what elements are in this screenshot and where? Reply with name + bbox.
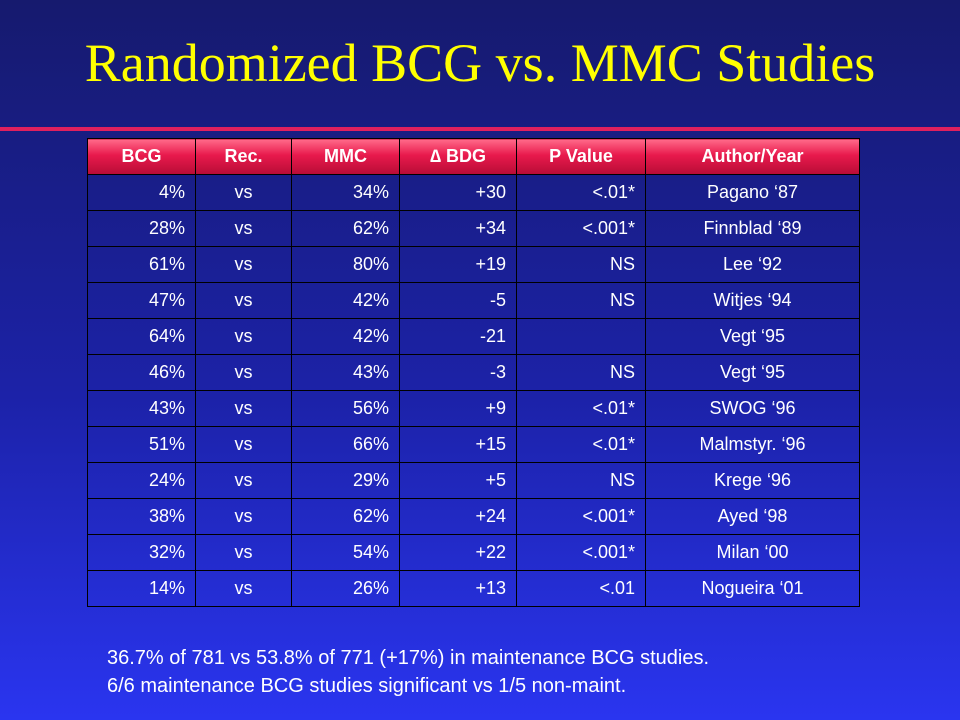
cell-delta: +19 (399, 246, 517, 283)
col-header-bcg: BCG (87, 138, 196, 175)
cell-rec: vs (195, 282, 292, 319)
cell-delta: -5 (399, 282, 517, 319)
cell-mmc: 54% (291, 534, 400, 571)
studies-table: BCG Rec. MMC ∆ BDG P Value Author/Year 4… (87, 138, 860, 607)
cell-delta: +5 (399, 462, 517, 499)
cell-mmc: 26% (291, 570, 400, 607)
cell-delta: +34 (399, 210, 517, 247)
cell-mmc: 29% (291, 462, 400, 499)
table-row: 32% vs 54% +22 <.001* Milan ‘00 (87, 534, 860, 571)
cell-delta: +24 (399, 498, 517, 535)
cell-mmc: 62% (291, 210, 400, 247)
table-row: 28% vs 62% +34 <.001* Finnblad ‘89 (87, 210, 860, 247)
cell-delta: -21 (399, 318, 517, 355)
cell-p-value: <.01* (516, 174, 646, 211)
cell-rec: vs (195, 246, 292, 283)
cell-bcg: 64% (87, 318, 196, 355)
table-row: 61% vs 80% +19 NS Lee ‘92 (87, 246, 860, 283)
cell-bcg: 46% (87, 354, 196, 391)
table-row: 14% vs 26% +13 <.01 Nogueira ‘01 (87, 570, 860, 607)
cell-rec: vs (195, 210, 292, 247)
cell-bcg: 47% (87, 282, 196, 319)
cell-bcg: 14% (87, 570, 196, 607)
cell-author-year: Pagano ‘87 (645, 174, 860, 211)
cell-p-value: <.01 (516, 570, 646, 607)
table-row: 51% vs 66% +15 <.01* Malmstyr. ‘96 (87, 426, 860, 463)
cell-bcg: 51% (87, 426, 196, 463)
table-row: 64% vs 42% -21 Vegt ‘95 (87, 318, 860, 355)
title-divider (0, 127, 960, 131)
cell-bcg: 61% (87, 246, 196, 283)
table-row: 46% vs 43% -3 NS Vegt ‘95 (87, 354, 860, 391)
cell-rec: vs (195, 318, 292, 355)
footnote-maintenance-rates: 36.7% of 781 vs 53.8% of 771 (+17%) in m… (107, 647, 710, 669)
cell-bcg: 38% (87, 498, 196, 535)
cell-author-year: Nogueira ‘01 (645, 570, 860, 607)
cell-author-year: Malmstyr. ‘96 (645, 426, 860, 463)
cell-p-value: <.001* (516, 498, 646, 535)
cell-delta: -3 (399, 354, 517, 391)
cell-p-value: <.001* (516, 534, 646, 571)
cell-author-year: Milan ‘00 (645, 534, 860, 571)
cell-author-year: Lee ‘92 (645, 246, 860, 283)
cell-mmc: 80% (291, 246, 400, 283)
cell-mmc: 42% (291, 282, 400, 319)
cell-author-year: Finnblad ‘89 (645, 210, 860, 247)
cell-mmc: 42% (291, 318, 400, 355)
cell-p-value: NS (516, 462, 646, 499)
table-header-row: BCG Rec. MMC ∆ BDG P Value Author/Year (87, 138, 860, 175)
col-header-rec: Rec. (195, 138, 292, 175)
table-row: 47% vs 42% -5 NS Witjes ‘94 (87, 282, 860, 319)
cell-p-value: NS (516, 246, 646, 283)
table-row: 38% vs 62% +24 <.001* Ayed ‘98 (87, 498, 860, 535)
slide-title: Randomized BCG vs. MMC Studies (84, 33, 876, 93)
cell-rec: vs (195, 498, 292, 535)
cell-rec: vs (195, 390, 292, 427)
cell-p-value: NS (516, 282, 646, 319)
col-header-mmc: MMC (291, 138, 400, 175)
footnotes: 36.7% of 781 vs 53.8% of 771 (+17%) in m… (107, 644, 927, 700)
table-row: 43% vs 56% +9 <.01* SWOG ‘96 (87, 390, 860, 427)
cell-mmc: 56% (291, 390, 400, 427)
footnote-maintenance-significance: 6/6 maintenance BCG studies significant … (107, 675, 627, 697)
cell-mmc: 34% (291, 174, 400, 211)
cell-bcg: 28% (87, 210, 196, 247)
col-header-p-value: P Value (516, 138, 646, 175)
cell-bcg: 4% (87, 174, 196, 211)
cell-mmc: 66% (291, 426, 400, 463)
cell-bcg: 43% (87, 390, 196, 427)
cell-p-value: <.01* (516, 390, 646, 427)
cell-rec: vs (195, 534, 292, 571)
cell-author-year: Ayed ‘98 (645, 498, 860, 535)
cell-p-value (516, 318, 646, 355)
cell-p-value: <.01* (516, 426, 646, 463)
cell-delta: +13 (399, 570, 517, 607)
cell-rec: vs (195, 570, 292, 607)
cell-author-year: Witjes ‘94 (645, 282, 860, 319)
cell-p-value: NS (516, 354, 646, 391)
cell-author-year: SWOG ‘96 (645, 390, 860, 427)
col-header-author-year: Author/Year (645, 138, 860, 175)
cell-author-year: Krege ‘96 (645, 462, 860, 499)
cell-mmc: 43% (291, 354, 400, 391)
cell-delta: +15 (399, 426, 517, 463)
cell-delta: +22 (399, 534, 517, 571)
table-row: 4% vs 34% +30 <.01* Pagano ‘87 (87, 174, 860, 211)
cell-mmc: 62% (291, 498, 400, 535)
cell-rec: vs (195, 426, 292, 463)
cell-bcg: 24% (87, 462, 196, 499)
cell-rec: vs (195, 174, 292, 211)
cell-delta: +9 (399, 390, 517, 427)
cell-author-year: Vegt ‘95 (645, 318, 860, 355)
cell-bcg: 32% (87, 534, 196, 571)
cell-delta: +30 (399, 174, 517, 211)
cell-author-year: Vegt ‘95 (645, 354, 860, 391)
cell-p-value: <.001* (516, 210, 646, 247)
col-header-delta-bdg: ∆ BDG (399, 138, 517, 175)
cell-rec: vs (195, 462, 292, 499)
table-row: 24% vs 29% +5 NS Krege ‘96 (87, 462, 860, 499)
cell-rec: vs (195, 354, 292, 391)
